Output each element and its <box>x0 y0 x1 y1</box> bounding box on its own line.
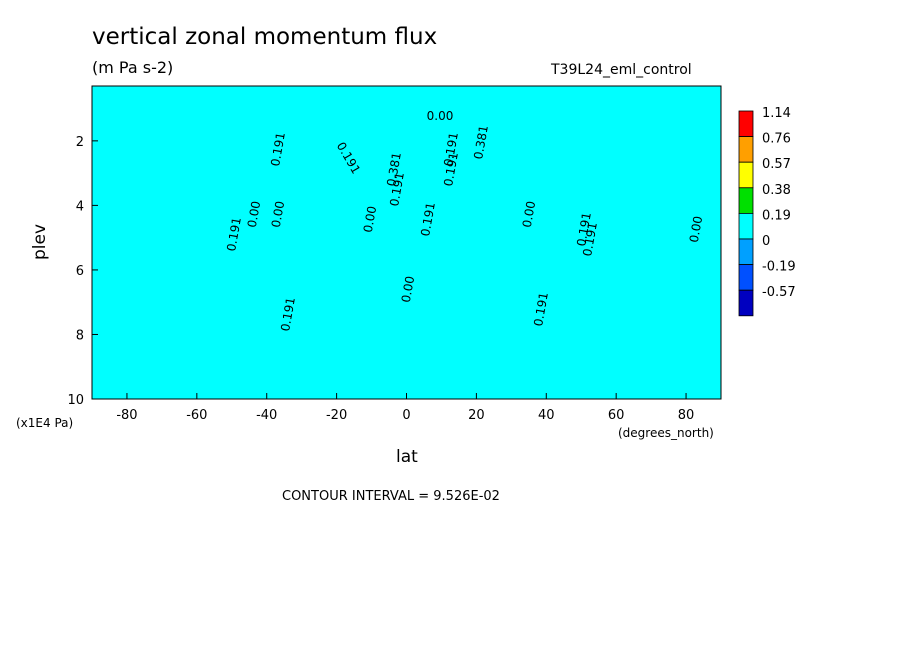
colorbar-level-label: 0.19 <box>762 208 791 223</box>
y-tick-label: 6 <box>76 264 84 279</box>
contour-label: 0.191 <box>268 131 288 167</box>
y-tick-label: 2 <box>76 135 84 150</box>
colorbar-level-label: 0 <box>762 234 770 249</box>
contour-label: 0.191 <box>224 216 244 252</box>
contour-label: 0.00 <box>520 200 538 229</box>
x-tick-label: -60 <box>186 408 207 423</box>
x-tick-label: -20 <box>326 408 347 423</box>
contour-label: 0.191 <box>387 171 407 207</box>
x-tick-label: 40 <box>538 408 555 423</box>
colorbar-swatch <box>738 289 754 317</box>
contour-label: 0.191 <box>574 211 594 247</box>
field-background <box>92 86 721 399</box>
contour-label: 0.00 <box>427 109 454 123</box>
contour-label: 0.381 <box>471 124 491 160</box>
y-axis-unit: (x1E4 Pa) <box>16 416 74 430</box>
x-tick-label: -40 <box>256 408 277 423</box>
contour-label: 0.191 <box>278 296 298 332</box>
contour-label: 0.00 <box>399 275 417 304</box>
colorbar-swatch <box>738 238 754 266</box>
colorbar-swatch <box>738 161 754 189</box>
contour-label: 0.00 <box>687 215 705 244</box>
contour-label: 0.191 <box>531 291 551 327</box>
contour-label: 0.00 <box>269 200 287 229</box>
y-tick-label: 4 <box>76 199 84 214</box>
x-tick-label: 80 <box>678 408 695 423</box>
colorbar-level-label: 0.76 <box>762 132 791 147</box>
contour-label: 0.191 <box>441 151 461 187</box>
x-tick-label: 60 <box>608 408 625 423</box>
colorbar-level-label: -0.19 <box>762 260 796 275</box>
x-tick-label: -80 <box>116 408 137 423</box>
colorbar-swatch <box>738 264 754 291</box>
colorbar-level-label: 0.38 <box>762 183 791 198</box>
contour-label: 0.191 <box>441 131 461 167</box>
contour-label: 0.191 <box>418 201 438 237</box>
y-tick-label: 8 <box>76 328 84 343</box>
chart-units: (m Pa s-2) <box>92 58 174 77</box>
colorbar-swatch <box>738 110 754 138</box>
colorbar-swatch <box>738 212 754 240</box>
colorbar-swatch <box>738 187 754 214</box>
contour-label: 0.381 <box>384 151 404 187</box>
colorbar-swatch <box>738 136 754 163</box>
contour-interval-note: CONTOUR INTERVAL = 9.526E-02 <box>282 489 500 504</box>
colorbar-level-label: 0.57 <box>762 157 791 172</box>
x-tick-label: 0 <box>402 408 410 423</box>
run-name: T39L24_eml_control <box>551 62 692 78</box>
x-tick-label: 20 <box>468 408 485 423</box>
y-tick-label: 10 <box>67 393 84 408</box>
contour-label: 0.191 <box>580 221 600 257</box>
x-axis-unit: (degrees_north) <box>618 426 714 440</box>
colorbar-level-label: 1.14 <box>762 106 791 121</box>
chart-title: vertical zonal momentum flux <box>92 24 438 50</box>
x-axis-label: lat <box>396 447 418 467</box>
contour-label: 0.00 <box>361 205 379 234</box>
colorbar-level-label: -0.57 <box>762 285 796 300</box>
contour-label: 0.00 <box>245 200 263 229</box>
